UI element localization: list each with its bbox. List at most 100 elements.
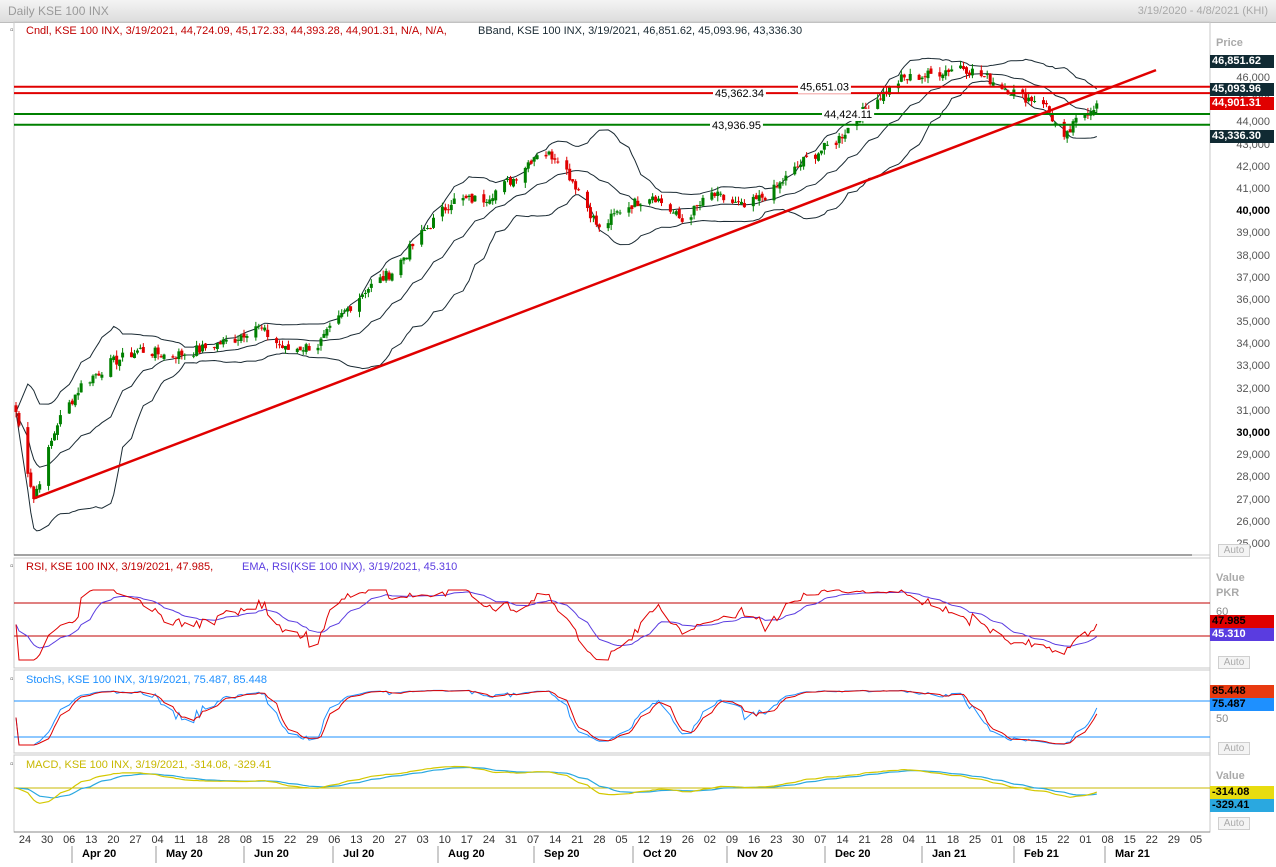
candle-body xyxy=(443,207,447,211)
candle-body xyxy=(129,352,133,358)
x-day-label: 08 xyxy=(239,834,253,846)
candle-body xyxy=(731,199,735,203)
candle-body xyxy=(488,199,492,204)
price-tick: 44,000 xyxy=(1236,116,1270,129)
candle-body xyxy=(485,201,489,203)
macd-auto-scale[interactable]: Auto xyxy=(1218,817,1250,830)
x-day-label: 29 xyxy=(306,834,319,846)
x-day-label: 11 xyxy=(173,834,186,846)
candle-legend: Cndl, KSE 100 INX, 3/19/2021, 44,724.09,… xyxy=(26,25,447,37)
candle-body xyxy=(1021,89,1025,93)
candle-body xyxy=(630,205,634,209)
candle-body xyxy=(280,345,284,348)
candle-body xyxy=(452,198,456,204)
stoch-d-line xyxy=(15,689,1098,746)
price-auto-scale[interactable]: Auto xyxy=(1218,544,1250,557)
candle-body xyxy=(982,76,986,78)
x-day-label: 17 xyxy=(460,834,473,846)
x-month-label: Sep 20 xyxy=(544,848,580,860)
candle-body xyxy=(929,68,933,74)
candle-body xyxy=(32,486,36,500)
x-day-label: 05 xyxy=(615,834,628,846)
candle-body xyxy=(1050,114,1054,122)
candle-body xyxy=(266,329,270,338)
x-day-label: 27 xyxy=(394,834,407,846)
rsi-axis-unit: PKR xyxy=(1216,587,1240,599)
x-day-label: 03 xyxy=(416,834,429,846)
x-day-label: 08 xyxy=(1101,834,1114,846)
price-tick: 27,000 xyxy=(1236,493,1270,506)
candle-body xyxy=(784,175,788,181)
stoch-pane-collapse-icon[interactable]: ▫ xyxy=(10,674,14,685)
x-month-label: Jan 21 xyxy=(932,848,967,860)
price-tick: 37,000 xyxy=(1236,271,1270,284)
candle-body xyxy=(858,120,862,123)
candle-body xyxy=(843,134,847,139)
x-day-label: 10 xyxy=(438,834,451,846)
candle-body xyxy=(473,195,477,202)
pane-collapse-icon[interactable]: ▫ xyxy=(10,25,14,36)
candle-body xyxy=(508,177,512,185)
candle-body xyxy=(1095,103,1099,109)
candle-body xyxy=(609,213,613,225)
candle-body xyxy=(423,230,427,232)
macd-flag: -314.08 xyxy=(1210,786,1274,799)
x-day-label: 27 xyxy=(129,834,142,846)
candle-body xyxy=(426,228,430,230)
candle-body xyxy=(618,212,622,214)
candle-body xyxy=(695,205,699,207)
candle-body xyxy=(76,392,80,396)
candle-body xyxy=(734,201,738,203)
price-tick: 29,000 xyxy=(1236,449,1270,462)
candle-body xyxy=(150,353,154,357)
candle-body xyxy=(254,326,258,338)
x-day-label: 21 xyxy=(571,834,584,846)
candle-body xyxy=(627,207,631,213)
candle-body xyxy=(742,202,746,208)
candle-body xyxy=(212,347,216,349)
ema-rsi-line xyxy=(15,591,1098,649)
candle-body xyxy=(591,215,595,218)
rsi-pane-collapse-icon[interactable]: ▫ xyxy=(10,561,14,572)
candle-body xyxy=(692,205,696,216)
price-tick: 31,000 xyxy=(1236,404,1270,417)
macd-pane-collapse-icon[interactable]: ▫ xyxy=(10,759,14,770)
candle-body xyxy=(938,72,942,77)
candle-body xyxy=(633,198,637,207)
candle-body xyxy=(917,74,921,80)
candle-body xyxy=(132,353,136,359)
candle-body xyxy=(55,425,59,435)
candle-body xyxy=(506,179,510,181)
candle-body xyxy=(888,86,892,95)
candle-body xyxy=(1003,88,1007,90)
macd-legend: MACD, KSE 100 INX, 3/19/2021, -314.08, -… xyxy=(26,759,272,771)
candle-body xyxy=(1068,129,1072,133)
x-day-label: 30 xyxy=(792,834,805,846)
x-month-label: May 20 xyxy=(166,848,203,860)
rsi-auto-scale[interactable]: Auto xyxy=(1218,656,1250,669)
candle-body xyxy=(988,73,992,85)
candle-body xyxy=(1083,114,1087,118)
candle-body xyxy=(967,72,971,75)
candle-body xyxy=(390,273,394,281)
candle-body xyxy=(698,205,702,207)
price-tick: 41,000 xyxy=(1236,182,1270,195)
x-day-label: 13 xyxy=(85,834,98,846)
candle-body xyxy=(1047,106,1051,113)
candle-body xyxy=(357,298,361,312)
candle-body xyxy=(135,350,139,353)
price-tick: 46,000 xyxy=(1236,72,1270,84)
candle-body xyxy=(94,374,98,376)
stoch-auto-scale[interactable]: Auto xyxy=(1218,742,1250,755)
ema-rsi-flag: 45.310 xyxy=(1210,628,1274,641)
candle-body xyxy=(491,198,495,202)
candle-body xyxy=(360,294,364,297)
candle-body xyxy=(920,77,924,80)
candle-body xyxy=(494,190,498,201)
candle-body xyxy=(529,160,533,164)
candle-body xyxy=(947,69,951,73)
candle-body xyxy=(97,373,101,376)
candle-body xyxy=(671,212,675,214)
candle-body xyxy=(402,257,406,261)
